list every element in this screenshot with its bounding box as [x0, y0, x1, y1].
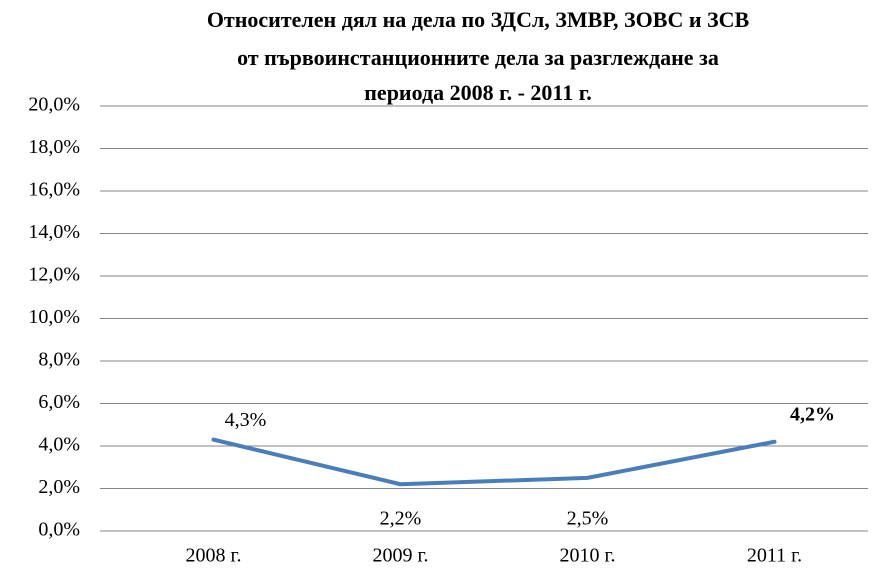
y-tick-label: 2,0% [38, 476, 80, 498]
x-tick-label: 2009 г. [373, 545, 429, 567]
y-tick-label: 0,0% [38, 519, 80, 541]
y-tick-label: 16,0% [28, 179, 80, 201]
data-label: 4,3% [225, 409, 267, 431]
x-tick-label: 2010 г. [560, 545, 616, 567]
chart-title: от първоинстанционните дела за разглежда… [237, 45, 719, 70]
data-label: 2,5% [567, 508, 609, 530]
x-tick-label: 2008 г. [186, 545, 242, 567]
x-tick-label: 2011 г. [747, 545, 802, 567]
y-tick-label: 10,0% [28, 306, 80, 328]
y-tick-label: 12,0% [28, 264, 80, 286]
line [211, 437, 777, 487]
y-tick-label: 8,0% [38, 349, 80, 371]
chart-title: Относителен дял на дела по ЗДСл, ЗМВР, З… [207, 7, 750, 32]
y-tick-label: 18,0% [28, 136, 80, 158]
data-label: 2,2% [380, 508, 422, 530]
y-tick-label: 20,0% [28, 94, 80, 116]
y-tick-label: 4,0% [38, 434, 80, 456]
data-label: 4,2% [790, 403, 835, 425]
chart-title: периода 2008 г. - 2011 г. [364, 80, 591, 105]
y-tick-label: 6,0% [38, 391, 80, 413]
y-tick-label: 14,0% [28, 221, 80, 243]
